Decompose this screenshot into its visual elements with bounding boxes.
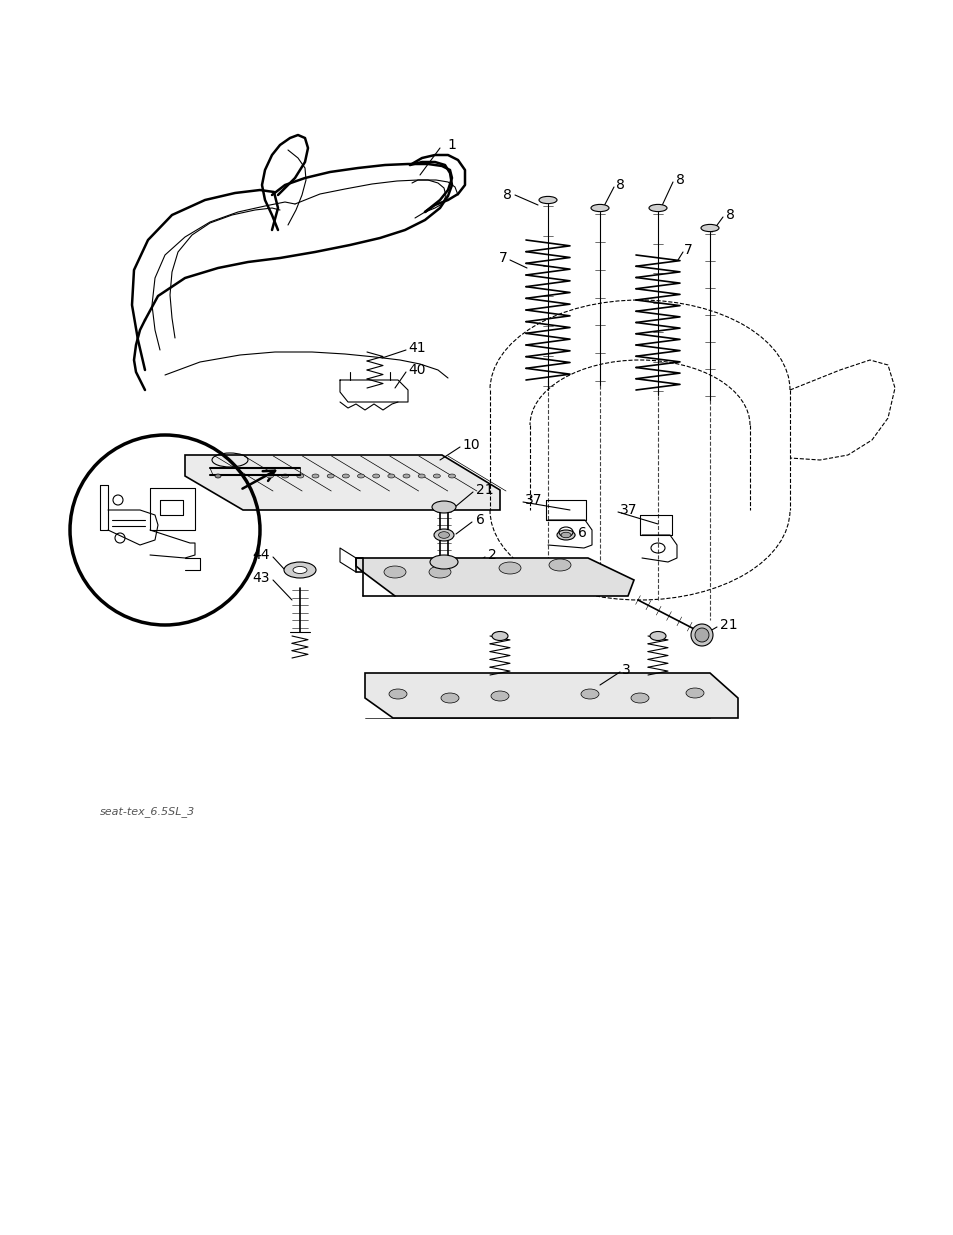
Text: 21: 21 <box>476 483 493 496</box>
Text: 7: 7 <box>498 251 507 266</box>
Text: 8: 8 <box>502 188 511 203</box>
Ellipse shape <box>281 474 289 478</box>
Text: 1: 1 <box>447 138 456 152</box>
Text: seat-tex_6.5SL_3: seat-tex_6.5SL_3 <box>100 806 195 818</box>
Text: 7: 7 <box>683 243 692 257</box>
Polygon shape <box>355 558 634 597</box>
Ellipse shape <box>580 689 598 699</box>
Ellipse shape <box>433 474 440 478</box>
Text: 21: 21 <box>720 618 737 632</box>
Text: 37: 37 <box>619 503 637 517</box>
Ellipse shape <box>327 474 334 478</box>
Ellipse shape <box>630 693 648 703</box>
Ellipse shape <box>388 474 395 478</box>
Ellipse shape <box>293 567 307 573</box>
Ellipse shape <box>434 529 454 541</box>
Ellipse shape <box>417 474 425 478</box>
Ellipse shape <box>685 688 703 698</box>
Ellipse shape <box>214 474 221 478</box>
Ellipse shape <box>357 474 364 478</box>
Text: 37: 37 <box>524 493 542 508</box>
Text: 8: 8 <box>675 173 683 186</box>
Polygon shape <box>365 673 738 718</box>
Ellipse shape <box>384 566 406 578</box>
Ellipse shape <box>342 474 349 478</box>
Ellipse shape <box>389 689 407 699</box>
Ellipse shape <box>492 631 507 641</box>
Ellipse shape <box>430 555 457 569</box>
Ellipse shape <box>498 562 520 574</box>
Ellipse shape <box>548 559 571 571</box>
Ellipse shape <box>284 562 315 578</box>
Ellipse shape <box>448 474 455 478</box>
Ellipse shape <box>312 474 318 478</box>
Text: 2: 2 <box>488 548 497 562</box>
Ellipse shape <box>538 196 557 204</box>
Text: 10: 10 <box>461 438 479 452</box>
Ellipse shape <box>429 566 451 578</box>
Ellipse shape <box>648 205 666 211</box>
Ellipse shape <box>649 631 665 641</box>
Ellipse shape <box>266 474 274 478</box>
Text: 43: 43 <box>253 571 270 585</box>
Text: 6: 6 <box>578 526 586 540</box>
Ellipse shape <box>373 474 379 478</box>
Ellipse shape <box>690 624 712 646</box>
Text: 8: 8 <box>725 207 734 222</box>
Text: 44: 44 <box>253 548 270 562</box>
Ellipse shape <box>695 629 708 642</box>
Text: 3: 3 <box>621 663 630 677</box>
Ellipse shape <box>700 225 719 232</box>
Ellipse shape <box>440 693 458 703</box>
Text: 40: 40 <box>408 363 425 377</box>
Ellipse shape <box>491 692 509 701</box>
Ellipse shape <box>560 532 570 537</box>
Ellipse shape <box>402 474 410 478</box>
Polygon shape <box>185 454 499 510</box>
Text: 8: 8 <box>615 178 624 191</box>
Ellipse shape <box>432 501 456 513</box>
Ellipse shape <box>557 530 575 540</box>
Ellipse shape <box>438 532 449 538</box>
Ellipse shape <box>296 474 303 478</box>
Text: 41: 41 <box>408 341 425 354</box>
Ellipse shape <box>590 205 608 211</box>
Text: 6: 6 <box>476 513 484 527</box>
